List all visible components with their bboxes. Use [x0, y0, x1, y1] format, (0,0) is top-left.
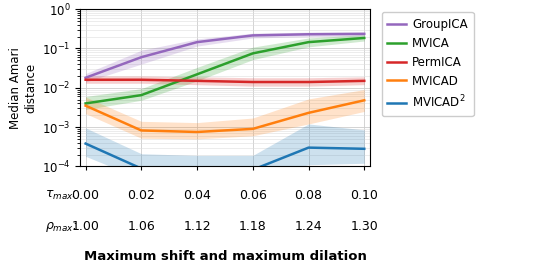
Text: $\tau_{max}$:: $\tau_{max}$:	[45, 189, 77, 202]
Text: $\rho_{max}$:: $\rho_{max}$:	[45, 220, 77, 234]
MVICA	[250, 52, 256, 55]
GroupICA	[250, 34, 256, 37]
MVICA	[361, 36, 368, 40]
Text: 1.00: 1.00	[72, 220, 99, 233]
MVICAD	[138, 129, 145, 132]
PermICA	[82, 78, 89, 81]
Text: 1.06: 1.06	[128, 220, 155, 233]
Text: 1.30: 1.30	[351, 220, 378, 233]
PermICA	[138, 78, 145, 81]
Line: PermICA: PermICA	[86, 80, 364, 82]
Text: Maximum shift and maximum dilation: Maximum shift and maximum dilation	[83, 250, 367, 262]
MVICAD$^2$	[250, 168, 256, 171]
MVICAD$^2$	[138, 167, 145, 170]
PermICA	[194, 79, 200, 83]
Legend: GroupICA, MVICA, PermICA, MVICAD, MVICAD$^2$: GroupICA, MVICA, PermICA, MVICAD, MVICAD…	[381, 12, 474, 116]
GroupICA	[305, 33, 312, 36]
Text: 0.00: 0.00	[72, 189, 99, 202]
MVICAD	[82, 104, 89, 107]
MVICA	[305, 41, 312, 44]
Line: MVICAD$^2$: MVICAD$^2$	[86, 144, 364, 170]
PermICA	[361, 79, 368, 83]
Line: GroupICA: GroupICA	[86, 34, 364, 78]
Line: MVICA: MVICA	[86, 38, 364, 103]
MVICA	[82, 102, 89, 105]
MVICA	[138, 94, 145, 97]
Text: 0.02: 0.02	[128, 189, 155, 202]
MVICA	[194, 73, 200, 76]
MVICAD	[361, 99, 368, 102]
MVICAD$^2$	[305, 146, 312, 149]
GroupICA	[82, 76, 89, 79]
Text: 0.10: 0.10	[351, 189, 378, 202]
MVICAD	[250, 127, 256, 130]
Text: 0.06: 0.06	[239, 189, 267, 202]
MVICAD	[194, 130, 200, 134]
Text: 1.12: 1.12	[183, 220, 211, 233]
GroupICA	[194, 41, 200, 44]
Text: 0.08: 0.08	[295, 189, 322, 202]
MVICAD$^2$	[194, 168, 200, 171]
Y-axis label: Median Amari
distance: Median Amari distance	[9, 47, 38, 129]
Text: 1.24: 1.24	[295, 220, 322, 233]
Text: 0.04: 0.04	[183, 189, 211, 202]
MVICAD$^2$	[82, 142, 89, 145]
PermICA	[305, 80, 312, 84]
PermICA	[250, 80, 256, 84]
GroupICA	[138, 56, 145, 59]
GroupICA	[361, 32, 368, 35]
MVICAD	[305, 111, 312, 114]
MVICAD$^2$	[361, 147, 368, 150]
Text: 1.18: 1.18	[239, 220, 267, 233]
Line: MVICAD: MVICAD	[86, 100, 364, 132]
